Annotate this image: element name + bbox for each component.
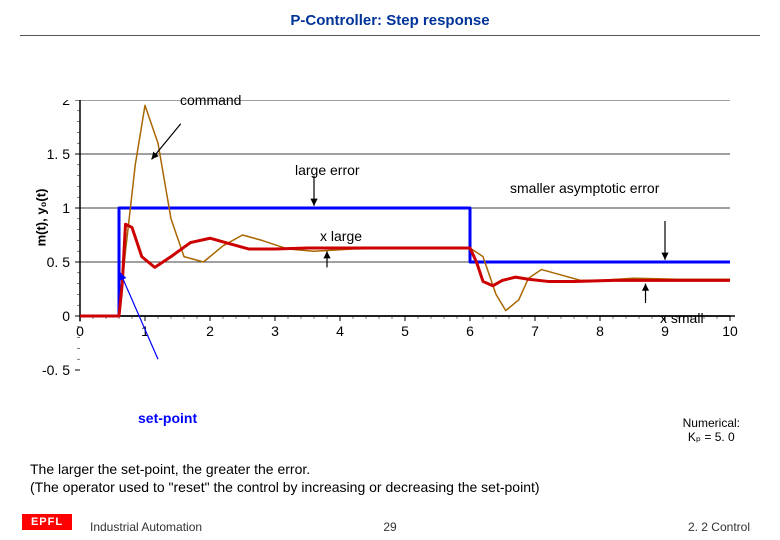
svg-text:8: 8 [596,323,604,339]
svg-text:3: 3 [271,323,279,339]
footer-center: 29 [383,520,396,534]
svg-text:2: 2 [206,323,214,339]
annotation-large-error: large error [295,162,360,178]
svg-text:2: 2 [62,100,70,108]
footer-left: Industrial Automation [90,520,202,534]
numerical-value: Kₚ = 5. 0 [688,430,735,444]
chart-container: m(t), y₀(t) -0. 500. 511. 52012345678910… [40,100,740,420]
svg-text:0: 0 [62,308,70,324]
body-line-2: (The operator used to "reset" the contro… [30,479,540,495]
annotation-setpoint: set-point [138,410,197,426]
svg-text:7: 7 [531,323,539,339]
svg-text:10: 10 [722,323,738,339]
annotation-command: command [180,92,241,108]
y-axis-label: m(t), y₀(t) [33,189,48,247]
annotation-smaller-error: smaller asymptotic error [510,180,659,196]
body-text: The larger the set-point, the greater th… [30,460,540,496]
chart-svg: -0. 500. 511. 52012345678910 [40,100,740,430]
svg-text:-0. 5: -0. 5 [42,362,70,378]
body-line-1: The larger the set-point, the greater th… [30,461,310,477]
svg-text:5: 5 [401,323,409,339]
numerical-label: Numerical: [683,416,740,430]
numerical-note: Numerical: Kₚ = 5. 0 [683,416,740,444]
annotation-x-small: x small [660,310,704,326]
footer-right: 2. 2 Control [688,520,750,534]
svg-text:1: 1 [62,200,70,216]
svg-text:4: 4 [336,323,344,339]
svg-text:6: 6 [466,323,474,339]
slide-title: P-Controller: Step response [20,0,760,36]
annotation-x-large: x large [320,228,362,244]
svg-text:0. 5: 0. 5 [47,254,71,270]
svg-text:1. 5: 1. 5 [47,146,71,162]
logo: EPFL [22,514,72,530]
svg-text:0: 0 [76,323,84,339]
